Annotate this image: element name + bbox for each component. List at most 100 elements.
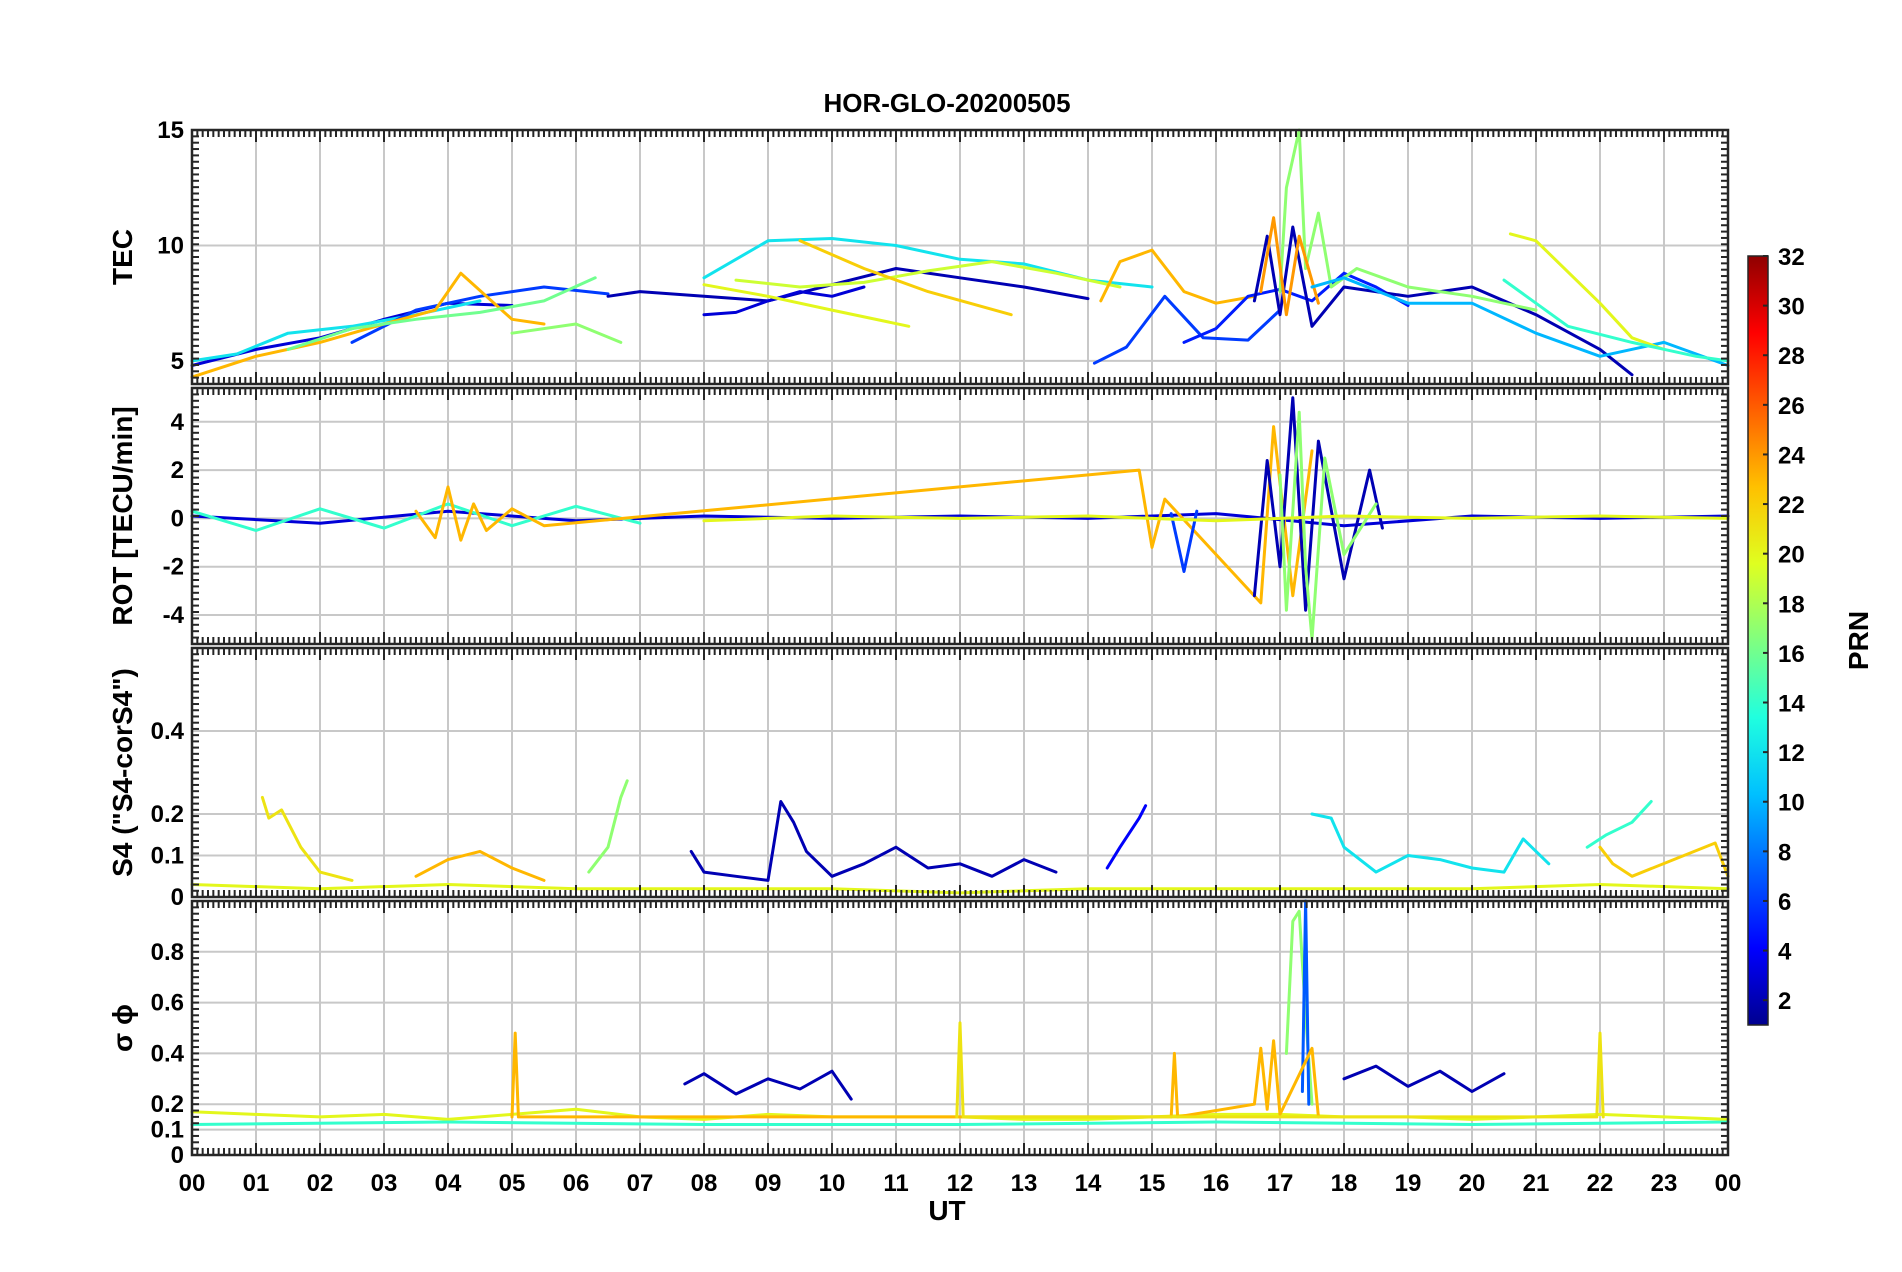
panel-rot: -4 -2 0 2 4 ROT [TECU/min] — [107, 386, 1730, 646]
colorbar-label: PRN — [1843, 611, 1874, 670]
colorbar-tick-label: 28 — [1778, 343, 1805, 370]
colorbar-tick-label: 18 — [1778, 591, 1805, 618]
x-tick-label: 05 — [499, 1170, 526, 1197]
x-tick-label: 06 — [563, 1170, 590, 1197]
y-tick-label: -4 — [163, 602, 185, 629]
series-prn-20 — [702, 283, 911, 328]
x-tick-label: 23 — [1651, 1170, 1678, 1197]
x-tick-label: 15 — [1139, 1170, 1166, 1197]
series-prn-17 — [1278, 128, 1538, 312]
series-prn-2 — [683, 1069, 853, 1101]
y-axis-label: ROT [TECU/min] — [107, 406, 138, 625]
series-prn-20 — [1508, 232, 1666, 351]
series-prn-2 — [1252, 396, 1384, 612]
series-prn-6 — [350, 285, 610, 344]
series-prn-22 — [1598, 841, 1730, 878]
panel-tec: 5 10 15 TEC — [107, 117, 1730, 386]
y-axis-label: σ ϕ — [107, 1004, 138, 1052]
series-prn-19 — [734, 260, 1122, 289]
colorbar-tick-label: 26 — [1778, 393, 1805, 420]
y-tick-label: 5 — [171, 348, 184, 375]
x-tick-label: 18 — [1331, 1170, 1358, 1197]
colorbar-tick-label: 30 — [1778, 294, 1805, 321]
series-prn-14 — [1585, 800, 1653, 849]
y-tick-label: 4 — [171, 409, 185, 436]
series-prn-24 — [1259, 216, 1320, 317]
x-tick-label: 20 — [1459, 1170, 1486, 1197]
x-tick-label: 02 — [307, 1170, 334, 1197]
series-prn-6 — [1092, 294, 1282, 365]
chart-title: HOR-GLO-20200505 — [823, 88, 1070, 118]
y-axis-label: S4 ("S4-corS4") — [107, 668, 138, 877]
colorbar-tick-label: 6 — [1778, 889, 1791, 916]
x-tick-label: 03 — [371, 1170, 398, 1197]
series-prn-14 — [1502, 278, 1730, 363]
x-tick-label: 00 — [179, 1170, 206, 1197]
y-tick-label: 0.4 — [151, 1040, 185, 1067]
panels: 5 10 15 TEC -4 -2 02 4 ROT [TECU/min] 0 0.1 0.2 0.4 S… — [107, 117, 1741, 1197]
panel-frame — [190, 386, 1730, 646]
y-tick-label: 15 — [157, 117, 184, 144]
panel-frame — [190, 899, 1730, 1157]
x-tick-label: 04 — [435, 1170, 462, 1197]
y-tick-label: 0 — [171, 505, 184, 532]
x-tick-label: 10 — [819, 1170, 846, 1197]
colorbar-tick-label: 8 — [1778, 839, 1791, 866]
series-prn-17 — [510, 322, 623, 344]
series-prn-23 — [190, 271, 546, 379]
panel-s4: 0 0.1 0.2 0.4 S4 ("S4-corS4") — [107, 646, 1730, 911]
x-tick-label: 12 — [947, 1170, 974, 1197]
colorbar-tick-label: 20 — [1778, 542, 1805, 569]
y-tick-label: 0.4 — [151, 718, 185, 745]
series-prn-22 — [798, 239, 1013, 317]
colorbar-tick-label: 4 — [1778, 939, 1792, 966]
series-prn-20 — [702, 514, 1730, 523]
colorbar-tick-label: 24 — [1778, 442, 1805, 469]
series-prn-2 — [1252, 225, 1634, 377]
panel-sigma-phi: 00.10.2 0.4 0.6 0.8 σ ϕ — [107, 899, 1730, 1169]
colorbar-tick-label: 10 — [1778, 790, 1805, 817]
series-prn-4 — [1105, 804, 1148, 870]
series-prn-5 — [1182, 271, 1410, 344]
y-tick-label: 0.1 — [151, 1117, 184, 1144]
colorbar-tick-label: 16 — [1778, 641, 1805, 668]
colorbar-tick-label: 14 — [1778, 691, 1805, 718]
series-prn-21 — [955, 1021, 1605, 1119]
y-tick-label: 0 — [171, 884, 184, 911]
series-prn-14 — [190, 1120, 1730, 1126]
colorbar-tick-label: 2 — [1778, 988, 1791, 1015]
y-tick-label: 0.1 — [151, 843, 184, 870]
series-prn-21 — [260, 795, 354, 882]
series-prn-23 — [414, 849, 546, 882]
series-prn-23 — [1099, 248, 1256, 305]
series-prn-17 — [1278, 410, 1378, 641]
series-prn-17 — [587, 779, 629, 874]
y-tick-label: 10 — [157, 232, 184, 259]
colorbar-tick-label: 32 — [1778, 244, 1805, 271]
x-tick-label: 11 — [883, 1170, 908, 1197]
x-tick-label: 00 — [1715, 1170, 1742, 1197]
series-prn-14 — [190, 502, 642, 532]
y-tick-label: -2 — [163, 554, 184, 581]
colorbar-tick-label: 12 — [1778, 740, 1805, 767]
x-tick-label: 14 — [1075, 1170, 1102, 1197]
colorbar-tick-label: 22 — [1778, 492, 1805, 519]
x-tick-label: 01 — [243, 1170, 270, 1197]
y-tick-label: 0.2 — [151, 801, 184, 828]
panel-frame — [190, 646, 1730, 899]
series-prn-2 — [689, 800, 1058, 882]
series-prn-6 — [1169, 509, 1199, 573]
x-axis-label: UT — [928, 1195, 965, 1226]
series-prn-23 — [510, 1031, 1320, 1119]
series-prn-2 — [1342, 1064, 1506, 1093]
series-prn-3 — [702, 285, 866, 317]
y-axis-label: TEC — [107, 229, 138, 285]
x-tick-label: 13 — [1011, 1170, 1038, 1197]
panel-frame — [190, 128, 1730, 386]
x-tick-label: 21 — [1523, 1170, 1550, 1197]
x-tick-label: 19 — [1395, 1170, 1422, 1197]
x-tick-label: 22 — [1587, 1170, 1614, 1197]
x-tick-label: 16 — [1203, 1170, 1230, 1197]
